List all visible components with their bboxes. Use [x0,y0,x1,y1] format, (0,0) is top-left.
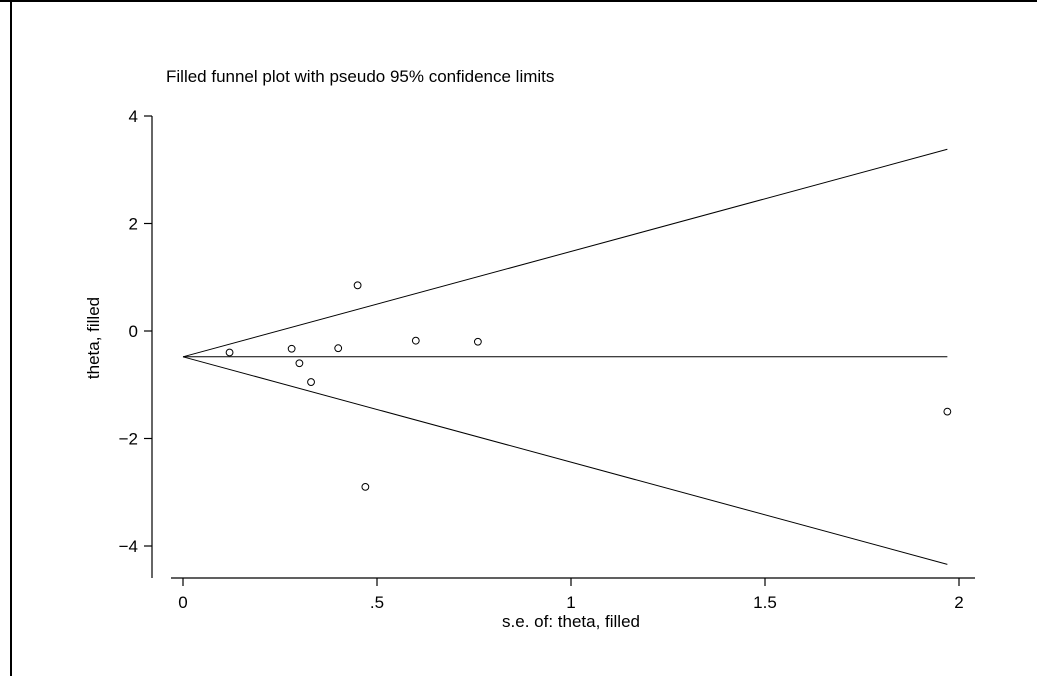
y-axis-label: theta, filled [84,297,103,379]
upper-confidence-limit-line [182,148,948,358]
x-tick-label: 1 [566,593,575,612]
study-point [307,378,315,386]
x-tick-label: 0 [178,593,187,612]
y-tick-label: 2 [129,215,138,234]
study-point [295,359,304,368]
lower-confidence-limit-line [182,356,948,565]
study-point [361,482,370,491]
study-point [943,407,952,416]
frame-left-border [10,0,12,676]
study-point [411,336,420,345]
study-point [473,337,482,346]
x-tick-label: 1.5 [753,593,777,612]
x-axis-label: s.e. of: theta, filled [502,612,640,631]
study-point [225,348,234,357]
y-tick-label: 4 [129,107,138,126]
y-tick-label: −2 [119,430,138,449]
y-tick-label: 0 [129,322,138,341]
study-point [353,281,362,290]
frame-top-border [0,0,1037,2]
study-point [287,344,296,353]
study-point [334,344,343,353]
x-tick-label: 2 [954,593,963,612]
x-tick-label: .5 [370,593,384,612]
y-tick-label: −4 [119,537,138,556]
chart-title: Filled funnel plot with pseudo 95% confi… [166,67,554,86]
